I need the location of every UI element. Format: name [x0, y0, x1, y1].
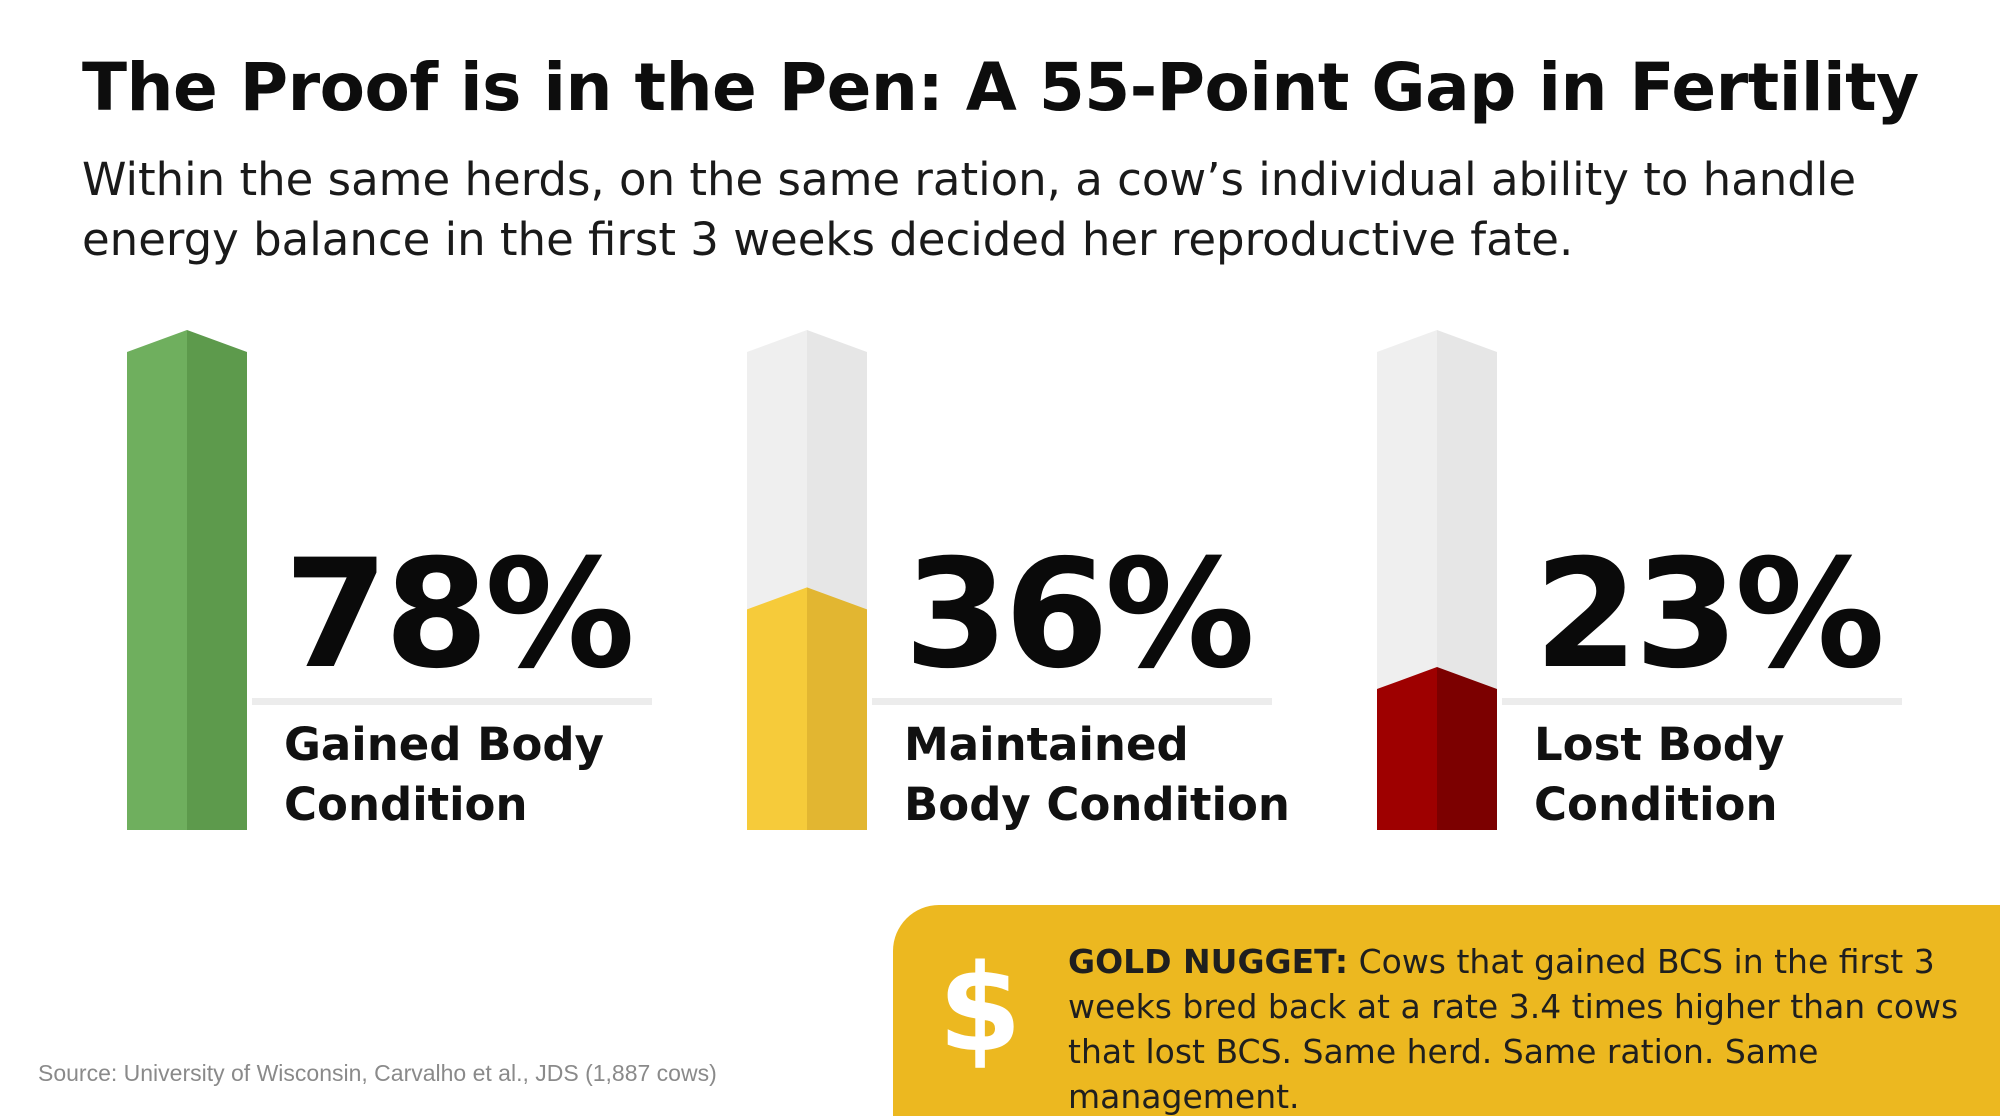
- gold-nugget-callout: $ GOLD NUGGET: Cows that gained BCS in t…: [893, 905, 2000, 1116]
- bar-track-lost: [1377, 330, 1497, 830]
- bar-gained-left: [127, 330, 187, 830]
- gold-nugget-lead: GOLD NUGGET:: [1068, 942, 1349, 981]
- gold-nugget-text: GOLD NUGGET: Cows that gained BCS in the…: [1068, 939, 1968, 1119]
- chart-subtitle: Within the same herds, on the same ratio…: [82, 153, 1857, 266]
- category-label-maintained: Maintained Body Condition: [904, 718, 1290, 831]
- metric-lost: 23% Lost Body Condition: [1377, 330, 1977, 835]
- bar-lost-left: [1377, 667, 1437, 830]
- bar-maintained-left: [747, 587, 807, 830]
- bar-maintained-right: [807, 587, 867, 830]
- bar-lost-right: [1437, 667, 1497, 830]
- category-label-gained: Gained Body Condition: [284, 718, 604, 831]
- divider-maintained: [872, 698, 1272, 705]
- divider-lost: [1502, 698, 1902, 705]
- chart-title: The Proof is in the Pen: A 55-Point Gap …: [82, 49, 1919, 126]
- bar-gained-right: [187, 330, 247, 830]
- dollar-icon: $: [938, 940, 1022, 1079]
- bar-track-maintained: [747, 330, 867, 830]
- value-label-gained: 78%: [284, 528, 635, 702]
- source-note: Source: University of Wisconsin, Carvalh…: [38, 1060, 717, 1086]
- gold-nugget-body: Cows that gained BCS in the first 3 week…: [1068, 942, 1959, 1116]
- metric-gained: 78% Gained Body Condition: [127, 330, 727, 835]
- divider-gained: [252, 698, 652, 705]
- value-label-maintained: 36%: [904, 528, 1255, 702]
- bar-track-gained: [127, 330, 247, 830]
- metric-maintained: 36% Maintained Body Condition: [747, 330, 1347, 835]
- value-label-lost: 23%: [1534, 528, 1885, 702]
- category-label-lost: Lost Body Condition: [1534, 718, 1785, 831]
